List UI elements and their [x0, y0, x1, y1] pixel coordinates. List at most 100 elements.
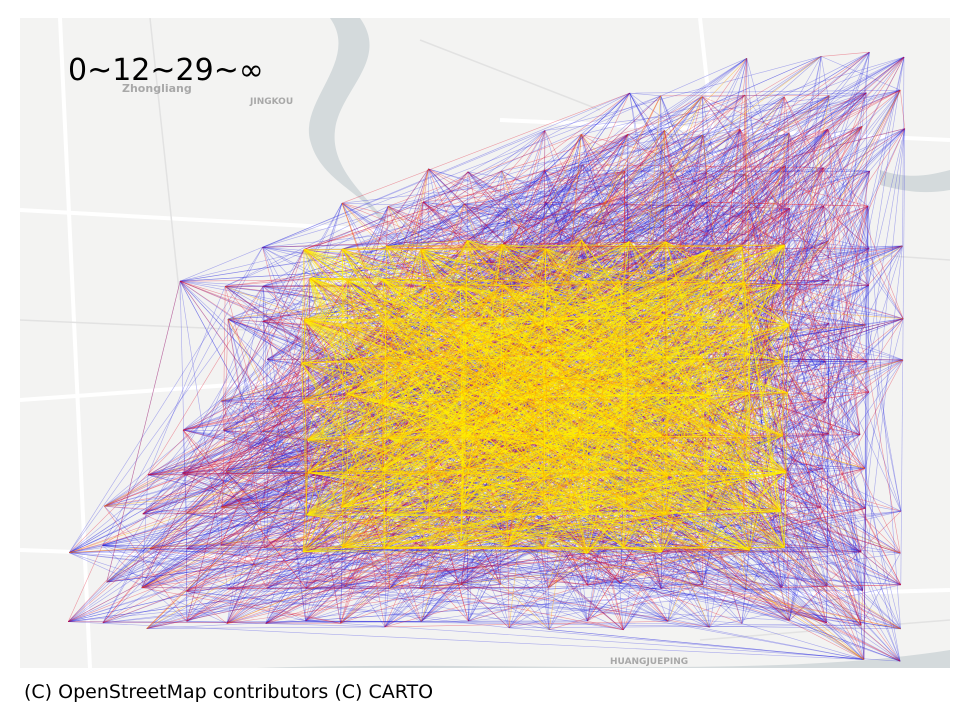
- flow-line: [822, 206, 869, 469]
- flow-line: [420, 249, 624, 548]
- flow-line: [348, 434, 549, 439]
- flow-line: [502, 285, 669, 477]
- flow-line: [102, 545, 621, 584]
- flow-line: [787, 280, 830, 393]
- flow-line: [744, 95, 751, 326]
- flow-line: [146, 510, 262, 629]
- flow-line: [186, 590, 510, 629]
- flow-line: [186, 437, 747, 550]
- flow-line: [709, 401, 826, 628]
- flow-line: [186, 548, 462, 586]
- flow-line: [460, 92, 867, 585]
- flow-line: [264, 547, 750, 551]
- flow-line: [501, 89, 901, 172]
- flow-line: [262, 92, 630, 248]
- flow-line: [68, 286, 264, 553]
- flow-line: [582, 164, 824, 169]
- flow-line: [863, 285, 870, 660]
- flow-line: [386, 241, 667, 247]
- flow-line: [386, 245, 742, 247]
- flow-line: [827, 129, 870, 249]
- flow-line: [303, 551, 588, 586]
- flow-line: [749, 550, 901, 630]
- flow-line: [629, 89, 901, 94]
- flow-line: [589, 282, 667, 359]
- flow-line: [225, 278, 310, 287]
- flow-line: [499, 170, 545, 319]
- flow-line: [346, 283, 429, 395]
- flow-line: [347, 204, 670, 281]
- flow-line: [746, 359, 904, 590]
- flow-line: [709, 584, 901, 628]
- flow-line: [227, 319, 309, 473]
- flow-line: [701, 357, 750, 475]
- flow-line: [146, 626, 385, 629]
- flow-line: [547, 587, 550, 630]
- flow-line: [427, 435, 783, 472]
- flow-line: [179, 280, 462, 547]
- flow-line: [423, 92, 630, 203]
- flow-line: [346, 393, 667, 515]
- flow-line: [340, 508, 464, 624]
- flow-line: [781, 284, 870, 393]
- flow-line: [781, 587, 862, 626]
- flow-line: [262, 286, 265, 548]
- flow-line: [102, 545, 228, 590]
- flow-line: [826, 323, 830, 586]
- flow-line: [221, 400, 669, 622]
- flow-line: [420, 249, 429, 284]
- flow-line: [741, 206, 869, 624]
- flow-line: [623, 90, 901, 548]
- flow-line: [785, 361, 868, 473]
- flow-line: [68, 546, 828, 622]
- flow-line: [624, 171, 630, 242]
- flow-line: [227, 319, 262, 511]
- flow-line: [427, 56, 905, 363]
- flow-line: [743, 282, 746, 509]
- flow-line: [302, 393, 348, 552]
- flow-line: [304, 244, 503, 321]
- flow-line: [463, 203, 826, 402]
- flow-line: [860, 625, 865, 660]
- flow-line: [549, 629, 864, 660]
- flow-line: [587, 280, 783, 437]
- flow-line: [784, 167, 824, 246]
- flow-line: [500, 284, 782, 431]
- flow-line: [341, 248, 428, 363]
- flow-line: [341, 202, 509, 209]
- flow-line: [309, 278, 348, 395]
- flow-line: [304, 283, 429, 321]
- flow-line: [701, 96, 710, 251]
- flow-line: [825, 361, 864, 591]
- flow-line: [664, 130, 667, 515]
- flow-line: [665, 394, 669, 515]
- flow-line: [69, 552, 187, 592]
- flow-line: [825, 361, 901, 662]
- flow-line: [739, 129, 783, 436]
- flow-line: [179, 280, 348, 395]
- flow-line: [629, 92, 829, 242]
- flow-line: [380, 401, 750, 551]
- flow-line: [502, 92, 867, 246]
- flow-line: [182, 429, 307, 589]
- flow-line: [227, 588, 790, 621]
- flow-line: [386, 206, 389, 247]
- flow-line: [748, 474, 821, 508]
- flow-line: [743, 508, 862, 626]
- flow-line: [543, 320, 549, 435]
- flow-line: [782, 95, 830, 362]
- flow-line: [667, 621, 864, 660]
- flow-line: [860, 553, 901, 626]
- flow-line: [547, 246, 742, 288]
- flow-line: [427, 324, 866, 363]
- flow-line: [862, 245, 903, 591]
- flow-line: [265, 510, 427, 624]
- flow-line: [225, 58, 747, 287]
- flow-line: [823, 206, 829, 242]
- flow-line: [627, 133, 782, 285]
- flow-line: [866, 361, 901, 554]
- flow-line: [69, 514, 667, 553]
- flow-line: [69, 552, 345, 588]
- flow-line: [69, 552, 228, 624]
- flow-line: [309, 244, 503, 279]
